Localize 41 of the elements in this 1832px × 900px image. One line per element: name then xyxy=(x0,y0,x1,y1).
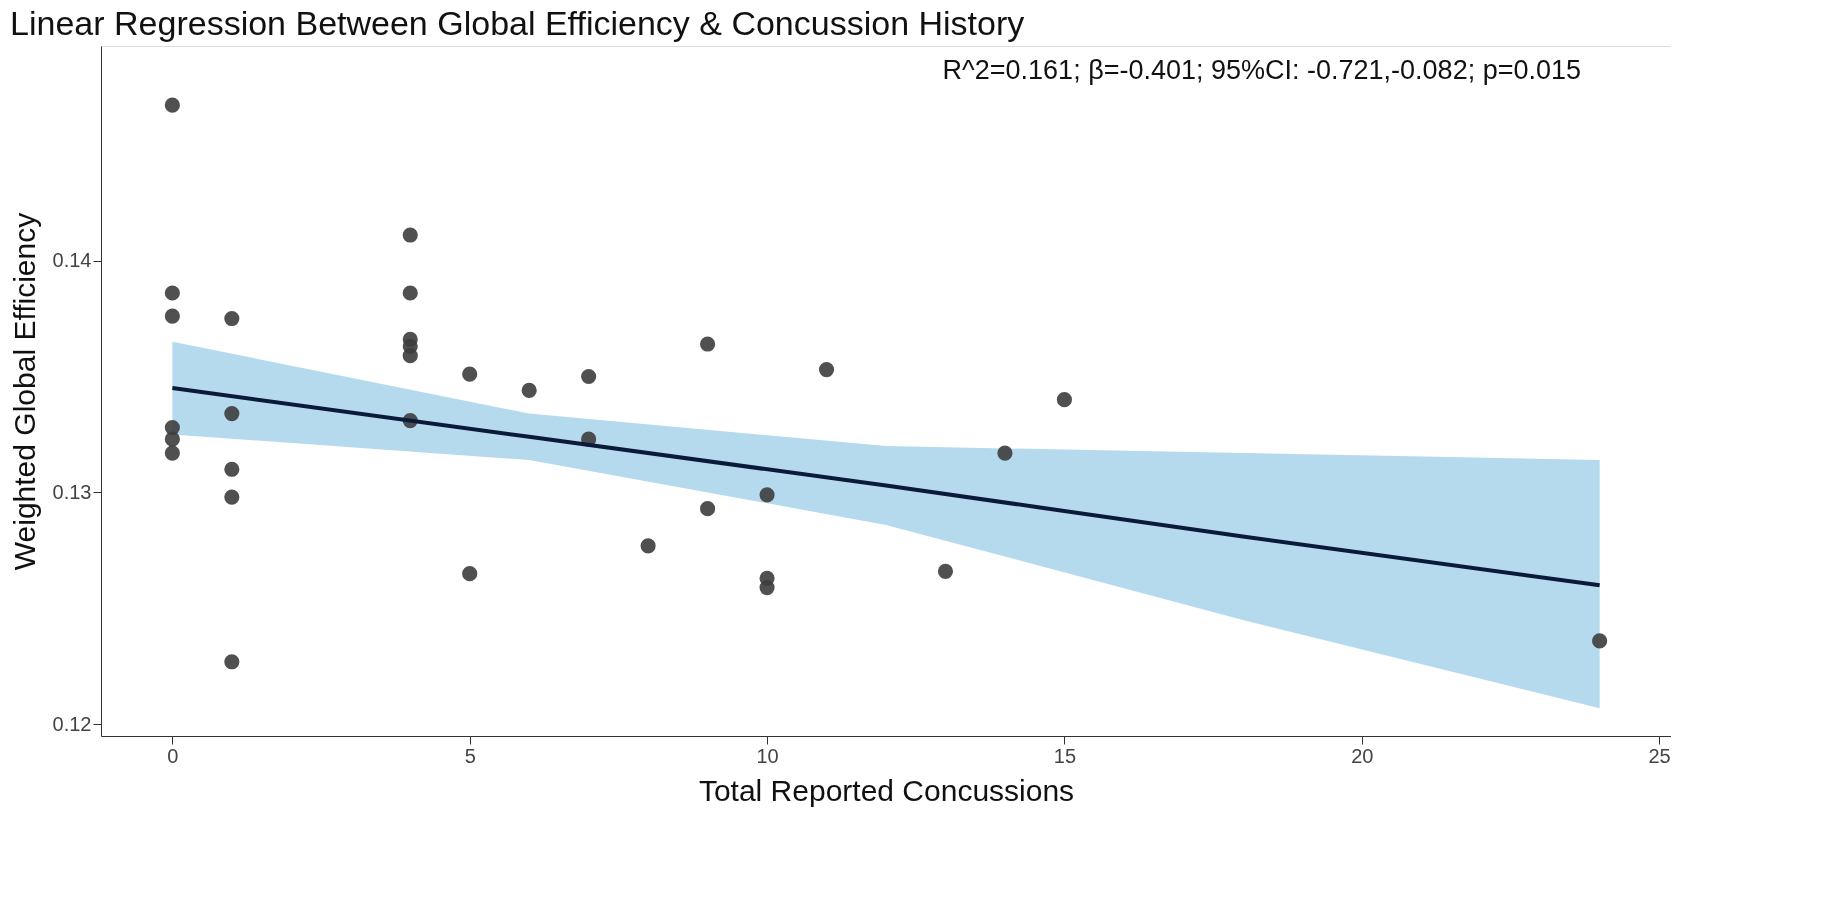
point xyxy=(1592,633,1608,649)
point xyxy=(164,308,180,324)
point xyxy=(402,285,418,301)
point xyxy=(759,580,775,596)
point xyxy=(164,445,180,461)
y-axis-title: Weighted Global Efficiency xyxy=(7,212,41,571)
x-tick-label: 20 xyxy=(1351,744,1374,767)
point xyxy=(700,501,716,517)
x-tick-label: 10 xyxy=(756,744,779,767)
point xyxy=(1056,392,1072,408)
point xyxy=(581,368,597,385)
x-axis-title: Total Reported Concussions xyxy=(698,773,1075,807)
point xyxy=(164,97,180,113)
point xyxy=(759,487,775,503)
x-tick-label: 25 xyxy=(1648,744,1671,767)
point xyxy=(402,348,418,364)
point xyxy=(462,566,478,582)
point xyxy=(937,563,954,579)
x-tick-label: 5 xyxy=(464,744,476,767)
point xyxy=(700,336,716,352)
y-tick-label: 0.14 xyxy=(52,249,92,272)
point xyxy=(164,285,180,301)
chart-title: Linear Regression Between Global Efficiency & Concussion History xyxy=(10,4,1025,42)
point xyxy=(640,538,656,554)
point xyxy=(462,366,478,382)
point xyxy=(224,461,240,477)
x-tick-label: 15 xyxy=(1053,744,1077,767)
y-tick-label: 0.13 xyxy=(52,480,92,503)
x-tick-label: 0 xyxy=(167,744,179,767)
point xyxy=(521,382,537,398)
point xyxy=(224,489,240,505)
point xyxy=(224,310,240,327)
point xyxy=(224,406,240,422)
point xyxy=(818,361,835,378)
y-tick-label: 0.12 xyxy=(52,712,92,735)
line-series xyxy=(170,386,1602,588)
point xyxy=(224,654,240,670)
point xyxy=(164,431,180,447)
point xyxy=(402,227,418,243)
annotation: R^2=0.161; β=-0.401; 95%CI: -0.721,-0.082; p=0.015 xyxy=(942,55,1581,85)
point xyxy=(997,445,1013,461)
